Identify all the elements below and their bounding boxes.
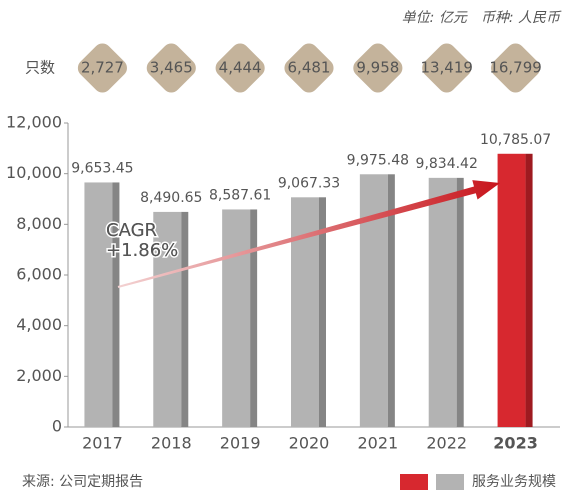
y-tick-label: 12,000 <box>6 113 62 132</box>
annotation: CAGR <box>106 220 157 241</box>
x-tick-label: 2021 <box>357 434 398 453</box>
count-value: 2,727 <box>81 59 124 77</box>
bar <box>153 211 182 427</box>
x-tick-label: 2018 <box>151 434 192 453</box>
bar-side <box>181 211 189 427</box>
value-label: 9,067.33 <box>278 175 340 191</box>
y-tick-label: 0 <box>52 417 62 436</box>
count-badge <box>422 43 472 93</box>
y-tick-label: 4,000 <box>16 315 62 334</box>
count-value: 6,481 <box>288 59 331 77</box>
bar <box>497 153 526 427</box>
count-badge <box>146 43 196 93</box>
y-tick-label: 8,000 <box>16 214 62 233</box>
bar-side <box>250 209 258 427</box>
x-tick-label: 2017 <box>82 434 123 453</box>
bar-side <box>112 182 120 427</box>
x-tick-label: 2019 <box>220 434 261 453</box>
count-badge <box>77 43 127 93</box>
bar-side <box>319 197 326 427</box>
value-label: 9,975.48 <box>347 152 409 168</box>
count-badge <box>353 43 403 93</box>
bar-side <box>456 177 464 427</box>
count-badge <box>491 43 541 93</box>
count-value: 9,958 <box>356 59 399 77</box>
count-label: 只数 <box>25 59 55 77</box>
y-tick-label: 10,000 <box>6 163 62 182</box>
legend-swatch <box>436 474 464 490</box>
count-value: 16,799 <box>489 59 542 77</box>
value-label: 9,653.45 <box>71 160 133 176</box>
count-badge <box>284 43 334 93</box>
annotation: CAGR <box>106 220 157 241</box>
trend-arrow <box>117 180 501 288</box>
annotation: +1.86% <box>106 240 178 261</box>
value-label: 8,490.65 <box>140 190 202 206</box>
unit-note: 单位: 亿元 币种: 人民币 <box>402 10 562 26</box>
bar-side <box>525 153 533 427</box>
value-label: 8,587.61 <box>209 187 271 203</box>
bar <box>222 209 251 427</box>
x-tick-label: 2023 <box>493 434 538 453</box>
count-value: 4,444 <box>219 59 262 77</box>
bar <box>84 182 113 427</box>
legend-swatch <box>400 474 428 490</box>
count-value: 13,419 <box>420 59 473 77</box>
y-tick-label: 2,000 <box>16 366 62 385</box>
value-label: 9,834.42 <box>416 156 478 172</box>
y-tick-label: 6,000 <box>16 265 62 284</box>
x-tick-label: 2020 <box>289 434 330 453</box>
count-badge <box>215 43 265 93</box>
value-label: 10,785.07 <box>480 132 551 148</box>
source: 来源: 公司定期报告 <box>22 474 143 490</box>
count-value: 3,465 <box>150 59 193 77</box>
bar-side <box>387 174 395 427</box>
bar <box>428 177 457 427</box>
x-tick-label: 2022 <box>426 434 467 453</box>
legend-label: 服务业务规模 <box>472 474 556 490</box>
annotation: +1.86% <box>106 240 178 261</box>
